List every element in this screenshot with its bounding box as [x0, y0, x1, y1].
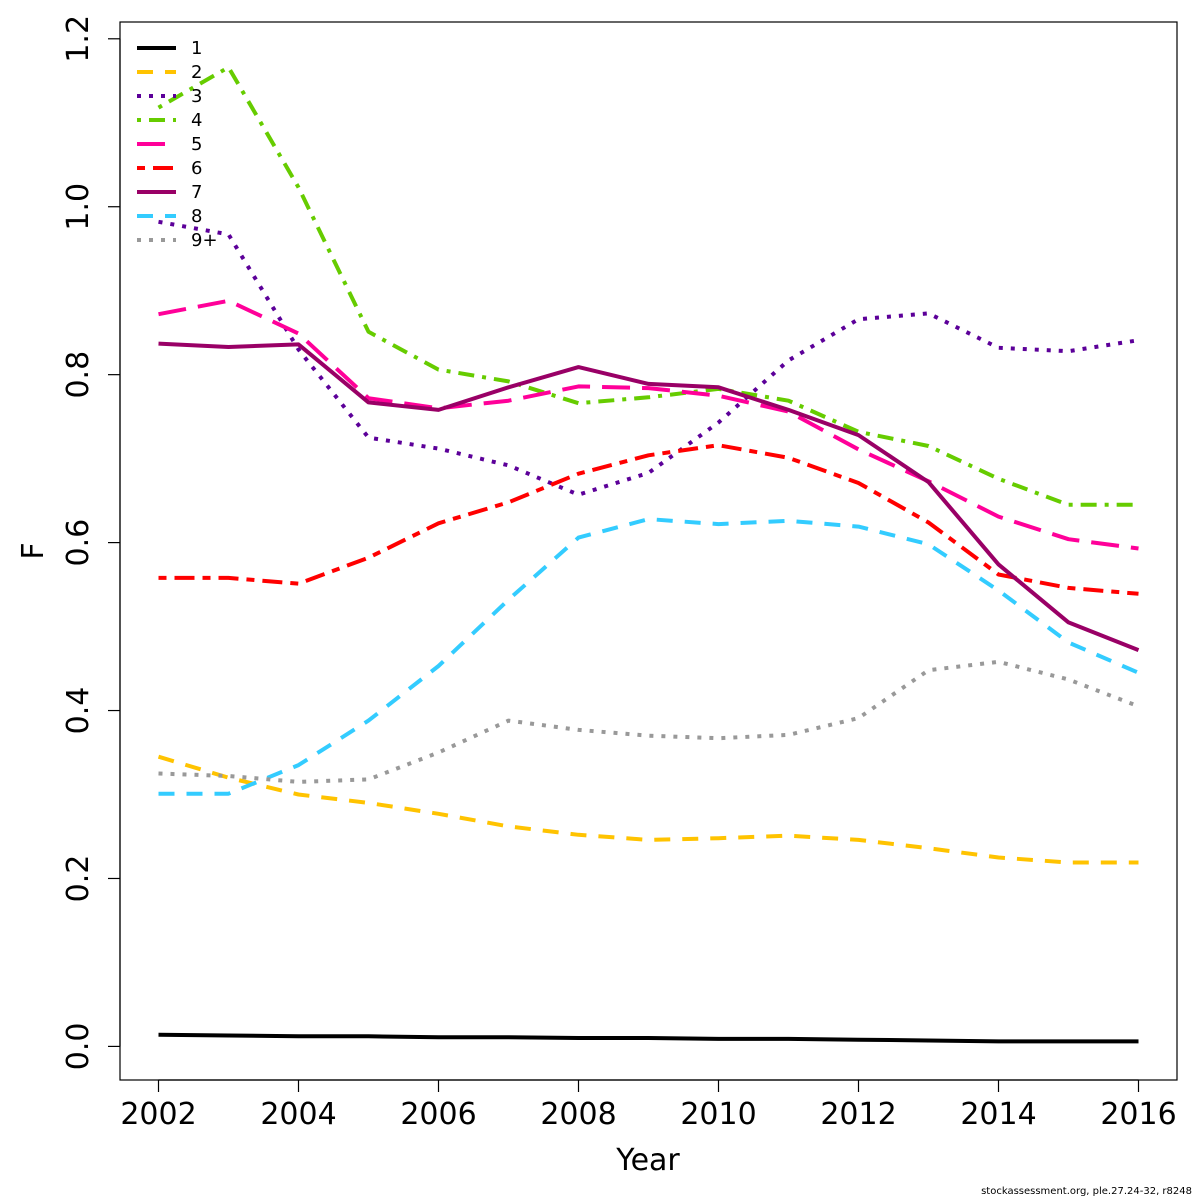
plot-frame — [119, 21, 1178, 1081]
y-tick-label: 0.8 — [61, 351, 96, 399]
x-tick-label: 2004 — [260, 1097, 336, 1132]
legend-label: 9+ — [191, 230, 218, 251]
y-tick-label: 0.2 — [61, 855, 96, 903]
series-line-5 — [158, 298, 1139, 551]
series-line-7 — [158, 341, 1140, 652]
legend-label: 3 — [191, 86, 202, 107]
series-line-4 — [157, 65, 1139, 507]
x-axis: 2002 2004 2006 2008 2010 2012 2014 2016 — [120, 1079, 1177, 1132]
y-tick-label: 1.0 — [61, 183, 96, 231]
series-line-3 — [158, 219, 1139, 497]
x-tick-label: 2012 — [820, 1097, 896, 1132]
legend: 1 2 3 4 5 6 7 8 9+ — [137, 38, 218, 251]
legend-label: 2 — [191, 62, 202, 83]
y-tick-label: 0.6 — [61, 519, 96, 567]
legend-label: 8 — [191, 206, 202, 227]
x-tick-label: 2014 — [960, 1097, 1036, 1132]
y-tick-label: 1.2 — [61, 15, 96, 63]
series-line-9 — [158, 659, 1140, 784]
footnote: stockassessment.org, ple.27.24-32, r8248 — [981, 1186, 1192, 1197]
legend-label: 5 — [191, 134, 202, 155]
legend-label: 1 — [191, 38, 202, 59]
y-axis: 0.0 0.2 0.4 0.6 0.8 1.0 1.2 — [61, 15, 121, 1071]
legend-label: 4 — [191, 110, 202, 131]
y-axis-title: F — [16, 542, 51, 559]
x-axis-title: Year — [615, 1143, 680, 1178]
series-line-2 — [157, 754, 1139, 865]
series-line-6 — [158, 443, 1139, 596]
x-tick-label: 2016 — [1100, 1097, 1176, 1132]
legend-label: 7 — [191, 182, 202, 203]
y-tick-label: 0.0 — [61, 1023, 96, 1071]
series-line-1 — [158, 1032, 1139, 1044]
legend-label: 6 — [191, 158, 202, 179]
x-tick-label: 2006 — [400, 1097, 476, 1132]
x-tick-label: 2010 — [680, 1097, 756, 1132]
x-tick-label: 2008 — [540, 1097, 616, 1132]
series-lines — [157, 65, 1140, 1044]
y-tick-label: 0.4 — [61, 687, 96, 735]
x-tick-label: 2002 — [120, 1097, 196, 1132]
series-line-8 — [158, 517, 1140, 796]
